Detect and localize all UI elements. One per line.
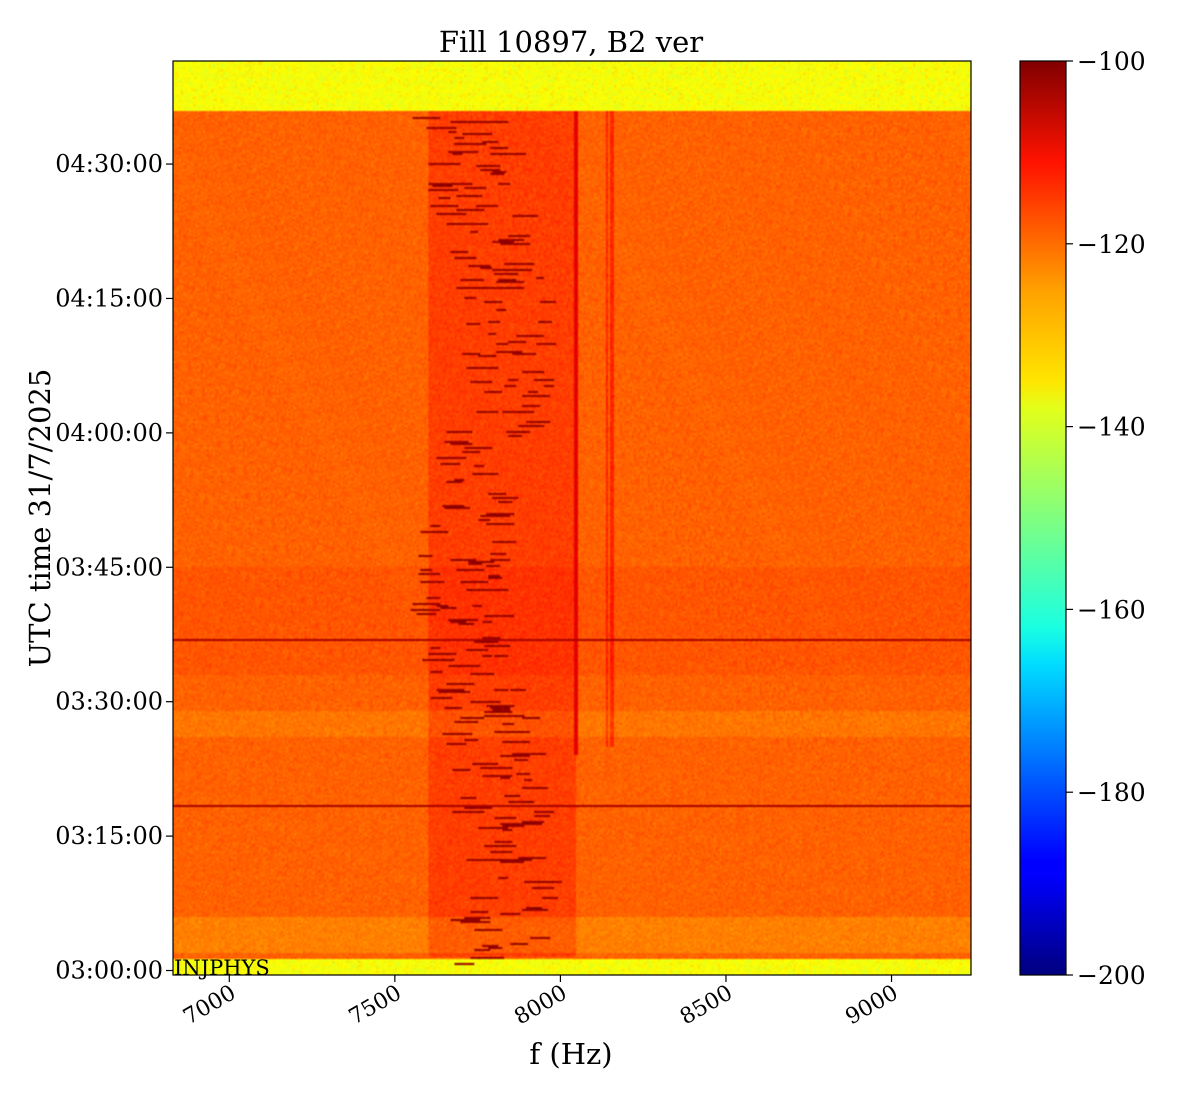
colorbar-tick-label: −120 (1077, 230, 1146, 259)
chart-title: Fill 10897, B2 ver (439, 25, 703, 59)
colorbar-tick-label: −200 (1077, 961, 1146, 990)
y-tick-label: 04:00:00 (55, 419, 163, 447)
y-tick-label: 03:15:00 (55, 822, 163, 850)
heatmap-area (172, 60, 972, 976)
x-axis-label: f (Hz) (529, 1037, 612, 1071)
x-axis: 7000 7500 8000 8500 9000 (179, 975, 903, 1031)
x-tick-label: 7000 (179, 981, 240, 1031)
y-tick-label: 03:45:00 (55, 553, 163, 581)
x-tick-label: 8000 (510, 981, 571, 1031)
x-tick-label: 9000 (842, 981, 903, 1031)
y-tick-label: 04:15:00 (55, 284, 163, 312)
colorbar-ticks: −100 −120 −140 −160 −180 −200 (1066, 47, 1146, 990)
y-axis-label: UTC time 31/7/2025 (23, 369, 57, 668)
y-axis: 03:00:00 03:15:00 03:30:00 03:45:00 04:00:00… (55, 150, 173, 985)
y-tick-label: 04:30:00 (55, 150, 163, 178)
colorbar: −100 −120 −140 −160 −180 −200 (1019, 47, 1146, 990)
heatmap-image (173, 61, 971, 975)
x-tick-label: 7500 (345, 981, 406, 1031)
colorbar-tick-label: −100 (1077, 47, 1146, 76)
colorbar-gradient (1019, 60, 1067, 976)
y-tick-label: 03:30:00 (55, 688, 163, 716)
x-tick-label: 8500 (676, 981, 737, 1031)
colorbar-tick-label: −140 (1077, 413, 1146, 442)
plot-frame (172, 60, 972, 976)
colorbar-tick-label: −180 (1077, 778, 1146, 807)
y-tick-label: 03:00:00 (55, 957, 163, 985)
colorbar-tick-label: −160 (1077, 595, 1146, 624)
annotation-label: INJPHYS (174, 956, 270, 980)
